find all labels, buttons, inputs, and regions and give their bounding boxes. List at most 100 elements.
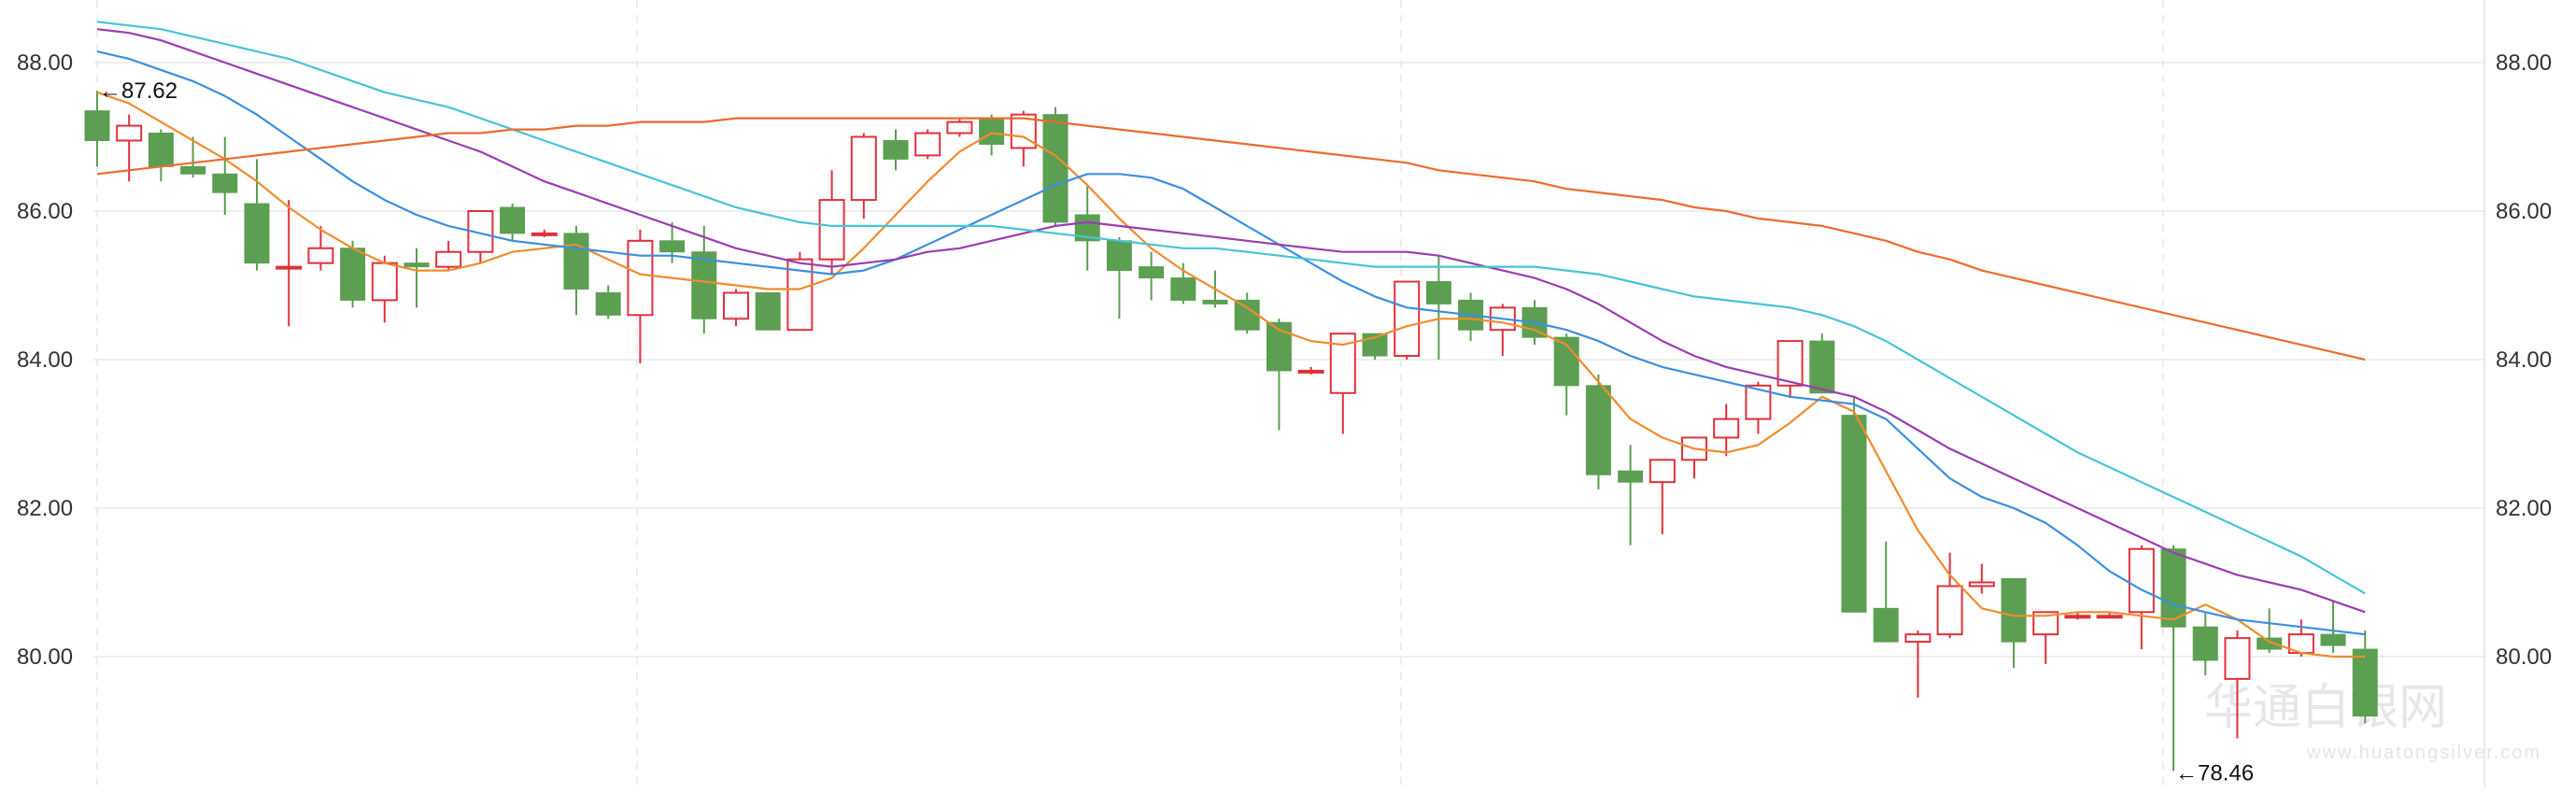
candle-body-up (531, 232, 558, 236)
right-tick-label: 86.00 (2496, 199, 2552, 224)
candle-body-down (1425, 281, 1451, 304)
left-y-axis: 80.00 82.00 84.00 86.00 88.00 (17, 50, 73, 670)
candle (979, 114, 1005, 156)
candle-body-down (883, 139, 909, 160)
candle-body-up (946, 120, 973, 135)
candle-body-down (979, 118, 1005, 145)
left-tick-label: 86.00 (17, 199, 73, 224)
candle-body-up (467, 210, 494, 253)
candle (883, 129, 909, 171)
candle-body-down (2320, 633, 2346, 646)
candle-body-up (2032, 611, 2059, 636)
candle (914, 129, 941, 160)
candle (435, 240, 462, 271)
right-tick-label: 82.00 (2496, 496, 2552, 521)
watermark: 华通白银网 www.huatongsilver.com (2204, 681, 2540, 763)
candle (818, 170, 845, 275)
candle-body-up (371, 262, 398, 302)
candle (1139, 251, 1165, 301)
candle-body-down (755, 291, 781, 331)
candle-body-down (1234, 299, 1260, 331)
candle (850, 133, 877, 219)
candle (2352, 630, 2378, 724)
candle (1618, 445, 1644, 545)
left-tick-label: 80.00 (17, 644, 73, 670)
watermark-logo-text: 华通白银网 (2204, 681, 2447, 735)
moving-average-line (96, 50, 2366, 636)
candle-body-down (1170, 277, 1196, 301)
candle (84, 91, 110, 167)
moving-average-line (96, 117, 2366, 361)
candle-body-down (1106, 240, 1132, 272)
candle (2160, 545, 2187, 772)
candle (2224, 630, 2251, 739)
candle-body-down (1873, 607, 1899, 643)
left-tick-label: 84.00 (17, 347, 73, 373)
moving-average-line (96, 28, 2366, 614)
candle-body-up (2128, 547, 2155, 614)
candle-body-up (1713, 418, 1740, 439)
left-tick-label: 88.00 (17, 50, 73, 76)
candle-body-down (1841, 415, 1867, 613)
candle (1266, 319, 1292, 431)
candle (563, 225, 589, 316)
candle-body-up (1297, 369, 1324, 374)
candles-layer (84, 91, 2378, 772)
candle-body-down (1139, 266, 1165, 279)
candle (1745, 381, 1772, 434)
candle (1329, 333, 1356, 434)
moving-average-line (96, 91, 2366, 658)
candle (371, 255, 398, 323)
candle-body-up (1394, 280, 1421, 358)
candle (276, 200, 303, 327)
candle (1809, 333, 1835, 394)
candle (1904, 630, 1932, 698)
candle (755, 291, 781, 331)
candle (1681, 436, 1707, 479)
candle-body-up (1968, 581, 1995, 588)
candle-body-down (403, 262, 430, 268)
candle-body-up (850, 135, 877, 202)
candle (2128, 545, 2155, 650)
left-tick-label: 82.00 (17, 496, 73, 521)
candle (531, 229, 558, 237)
candle (403, 248, 430, 308)
candle-body-down (1585, 385, 1611, 475)
candle (691, 225, 717, 334)
candle (1170, 262, 1196, 304)
candle-body-up (435, 250, 462, 268)
candle-body-up (723, 291, 749, 320)
candle (2320, 601, 2346, 654)
moving-average-lines (96, 21, 2366, 658)
candle (1873, 541, 1899, 643)
candle (1297, 366, 1324, 375)
candle (1968, 563, 1995, 594)
candle (307, 225, 334, 271)
candle-body-down (2160, 548, 2187, 628)
candle (148, 129, 174, 182)
candle-body-up (1745, 384, 1772, 420)
candle-body-up (116, 124, 143, 142)
candle-body-down (1202, 299, 1228, 304)
candle-body-down (148, 133, 174, 167)
candle-body-down (84, 110, 110, 141)
candle-body-down (1618, 470, 1644, 483)
right-tick-label: 80.00 (2496, 644, 2552, 670)
grid-layer (93, 0, 2485, 788)
candle-body-down (1042, 114, 1069, 223)
candle-body-up (276, 265, 303, 270)
candle-body-down (2257, 637, 2283, 650)
candle-body-up (818, 199, 845, 261)
candle (500, 204, 526, 241)
candle (1489, 304, 1516, 357)
candle (2032, 611, 2059, 664)
candle-body-down (2001, 578, 2027, 643)
right-tick-label: 84.00 (2496, 347, 2552, 373)
candle (1394, 280, 1421, 360)
candle (2192, 612, 2218, 675)
right-tick-label: 88.00 (2496, 50, 2552, 76)
candle-body-down (340, 248, 366, 301)
candle (340, 240, 366, 308)
annotations-layer: ←87.62 ←78.46 (99, 78, 2254, 786)
